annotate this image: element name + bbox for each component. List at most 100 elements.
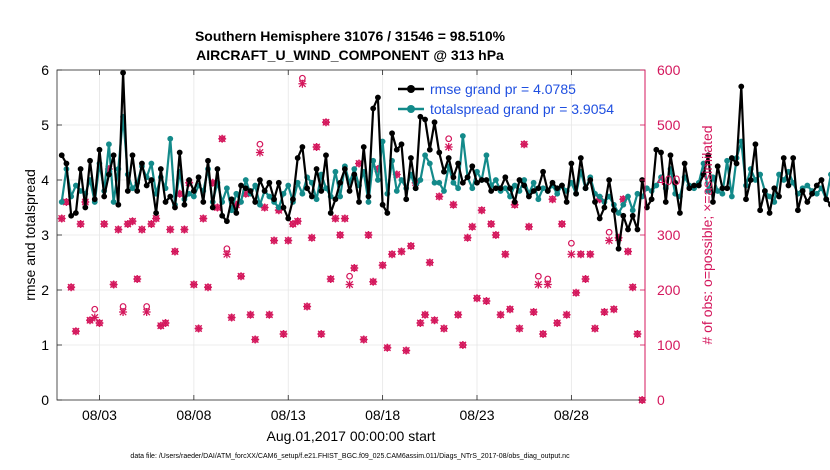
totalspread-point (530, 179, 537, 186)
rmse-point (526, 193, 532, 200)
rmse-point (200, 199, 207, 205)
obs-assimilated-marker (284, 236, 293, 245)
rmse-point (219, 212, 226, 219)
obs-assimilated-marker (336, 231, 345, 239)
totalspread-point (223, 185, 230, 192)
totalspread-point (238, 199, 244, 205)
obs-assimilated-marker (406, 242, 415, 250)
obs-assimilated-marker (340, 214, 349, 223)
rmse-point (327, 210, 334, 216)
totalspread-point (535, 196, 542, 203)
obs-assimilated-marker (317, 330, 326, 338)
rmse-point (677, 210, 683, 216)
totalspread-point (398, 177, 405, 183)
y-tick-label-right: 600 (657, 62, 681, 78)
rmse-point (469, 163, 476, 170)
y-tick-label-right: 500 (657, 117, 681, 133)
obs-assimilated-marker (628, 283, 637, 292)
rmse-point (804, 199, 811, 205)
obs-assimilated-marker (114, 225, 123, 234)
totalspread-point (417, 177, 424, 183)
obs-assimilated-marker (359, 335, 368, 344)
rmse-point (280, 204, 287, 211)
rmse-point (403, 196, 410, 203)
rmse-point (384, 210, 391, 216)
totalspread-point (167, 135, 174, 142)
rmse-point (478, 177, 485, 183)
totalspread-point (252, 182, 259, 189)
obs-assimilated-marker (463, 233, 472, 242)
totalspread-point (615, 210, 622, 216)
totalspread-point (58, 199, 65, 205)
obs-assimilated-marker (402, 346, 411, 355)
axis-ticks: 0 1 2 3 4 5 6 0 100 200 300 400 500 600 08/03 08/08 08/1… (41, 62, 680, 423)
rmse-point (115, 201, 122, 208)
obs-assimilated-marker (194, 324, 203, 333)
rmse-point (573, 190, 580, 197)
rmse-point (766, 210, 773, 216)
rmse-point (728, 155, 735, 161)
obs-assimilated-marker (473, 294, 481, 303)
obs-assimilated-marker (388, 250, 397, 259)
obs-assimilated-marker (373, 165, 382, 173)
rmse-point (308, 193, 315, 200)
rmse-point (417, 113, 424, 120)
rmse-point (87, 157, 93, 164)
totalspread-point (540, 185, 546, 192)
obs-assimilated-marker (260, 203, 269, 212)
obs-assimilated-marker (255, 148, 264, 157)
rmse-point (341, 166, 348, 172)
rmse-point (705, 152, 712, 159)
rmse-point (530, 188, 537, 194)
obs-assimilated-marker (345, 280, 354, 289)
rmse-point (120, 69, 126, 76)
rmse-point (110, 152, 117, 159)
obs-assimilated-marker (189, 280, 198, 289)
obs-assimilated-marker (520, 140, 529, 149)
x-tick-label: 08/23 (459, 407, 494, 423)
obs-assimilated-marker (557, 220, 566, 228)
obs-assimilated-marker (454, 310, 463, 319)
rmse-point (426, 146, 433, 153)
rmse-point (271, 196, 277, 203)
obs-possible-marker (445, 135, 453, 143)
rmse-point (601, 204, 608, 211)
chart-title-line-2: AIRCRAFT_U_WIND_COMPONENT @ 313 hPa (196, 47, 504, 63)
series-layer (58, 69, 830, 252)
obs-assimilated-marker (501, 250, 510, 259)
totalspread-point (634, 190, 641, 197)
legend-spread-label: totalspread grand pr = 3.9054 (430, 101, 614, 117)
rmse-point (714, 163, 721, 170)
totalspread-point (436, 179, 443, 186)
obs-assimilated-marker (421, 310, 430, 319)
obs-assimilated-marker (600, 308, 609, 316)
obs-assimilated-marker (137, 225, 146, 234)
obs-assimilated-marker (293, 217, 302, 226)
rmse-point (252, 199, 259, 205)
totalspread-point (323, 185, 329, 192)
y-tick-label-left: 1 (41, 337, 49, 353)
obs-assimilated-marker (326, 275, 335, 283)
obs-possible-marker (346, 272, 353, 280)
totalspread-point (242, 177, 249, 183)
rmse-point (91, 196, 98, 203)
obs-assimilated-marker (477, 206, 486, 215)
rmse-point (431, 119, 438, 126)
totalspread-point (620, 201, 627, 208)
obs-assimilated-marker (430, 316, 439, 325)
obs-assimilated-marker (321, 118, 330, 127)
y-tick-label-left: 5 (41, 117, 49, 133)
totalspread-point (813, 190, 820, 197)
obs-assimilated-marker (369, 277, 378, 286)
x-tick-label: 08/08 (176, 407, 211, 423)
rmse-point (577, 155, 584, 161)
rmse-point (549, 179, 556, 186)
rmse-point (719, 185, 726, 192)
obs-assimilated-marker (251, 335, 260, 344)
totalspread-point (625, 193, 631, 200)
rmse-point (285, 215, 292, 222)
y-tick-label-right: 300 (657, 227, 681, 243)
obs-assimilated-marker (458, 341, 467, 349)
obs-assimilated-marker (270, 236, 279, 245)
rmse-point (370, 105, 377, 112)
